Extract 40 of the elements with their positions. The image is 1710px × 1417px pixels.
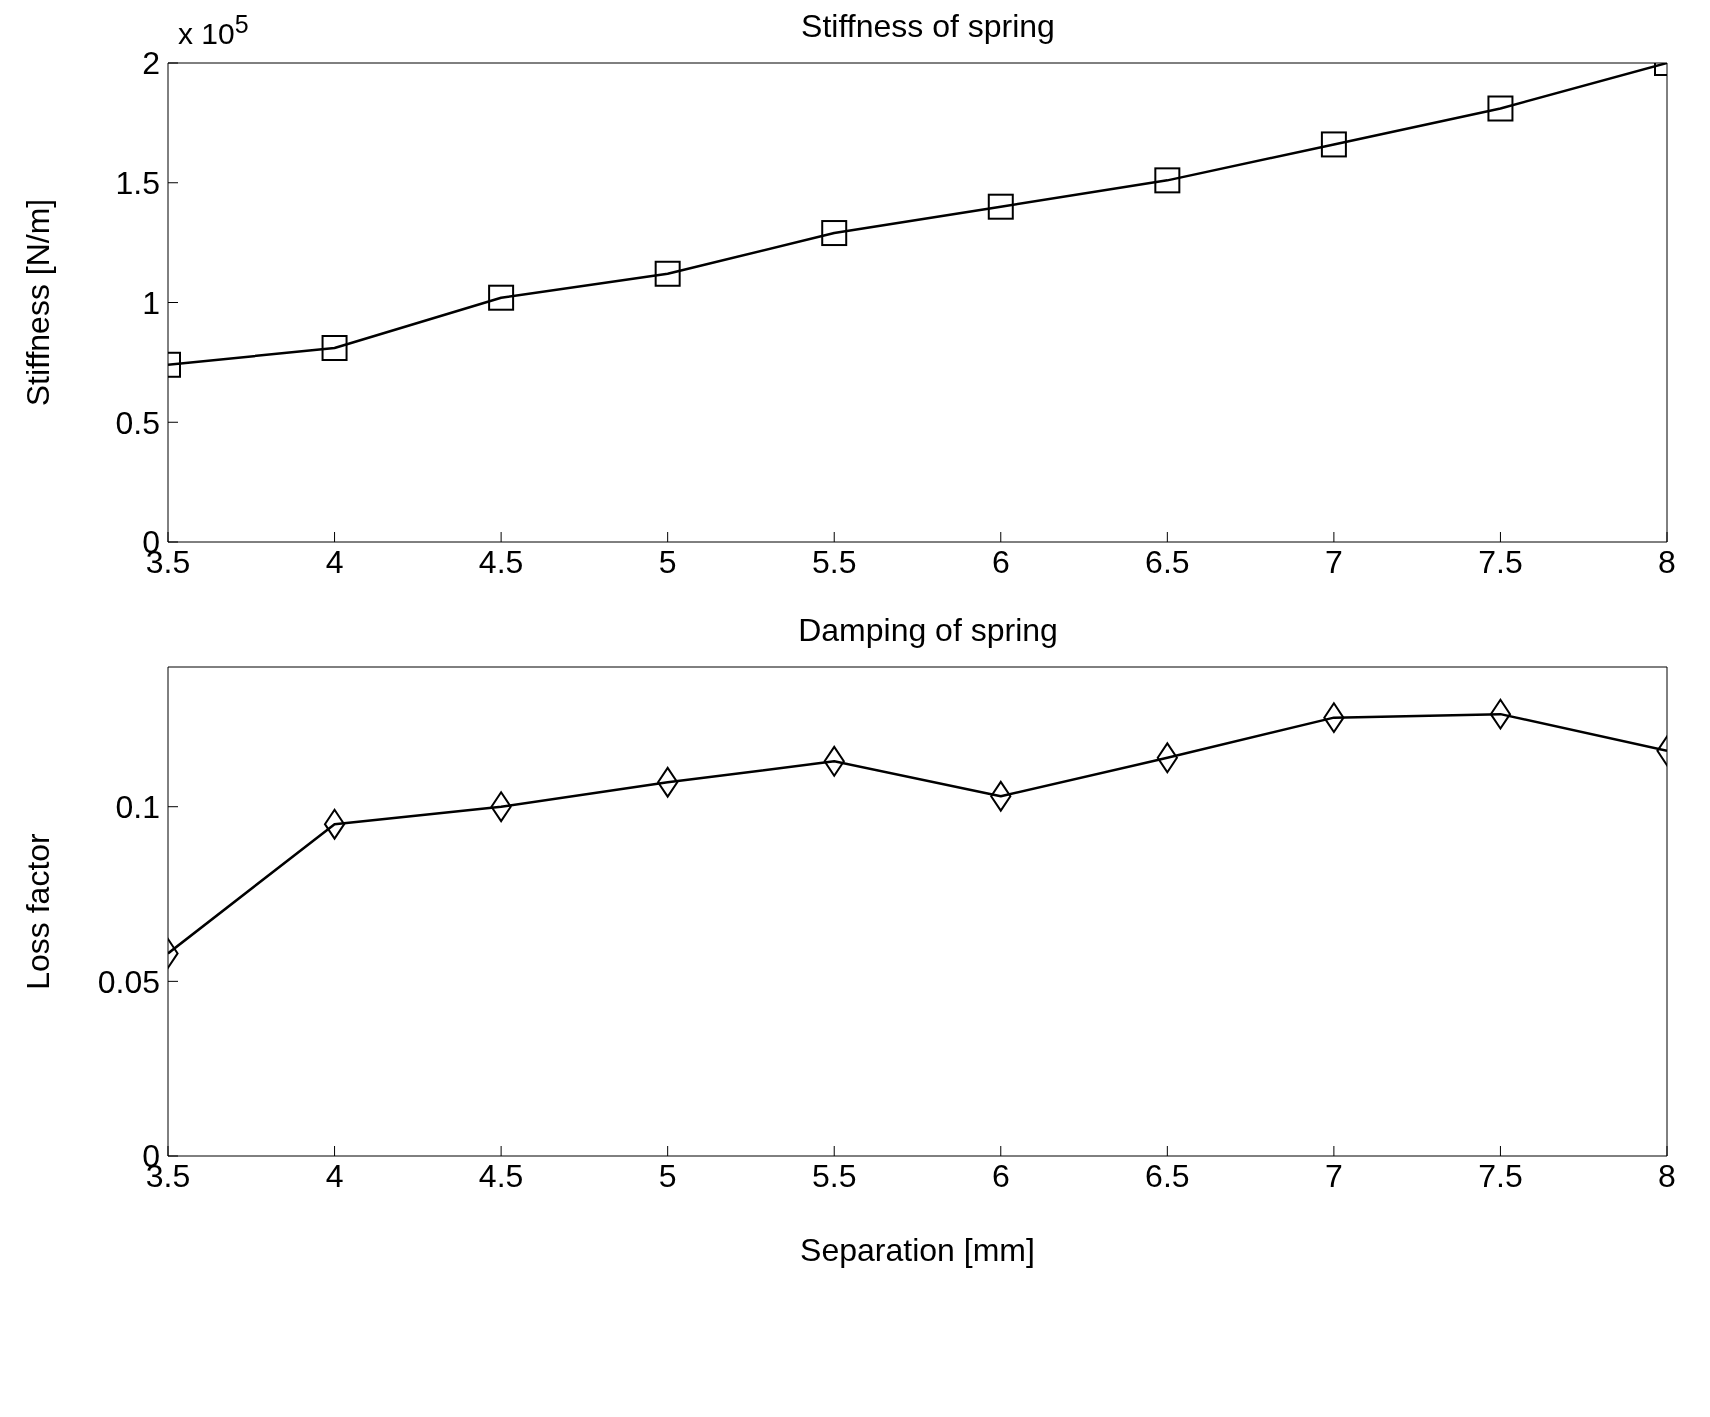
y-axis-title: Loss factor [20, 832, 57, 990]
x-tick-label: 8 [1658, 543, 1676, 580]
x-tick-label: 7.5 [1478, 1157, 1523, 1194]
x-tick-label: 7.5 [1478, 543, 1523, 580]
y-tick-label: 0.05 [97, 963, 160, 1000]
y-axis-title: Stiffness [N/m] [20, 198, 57, 407]
x-tick-label: 4 [325, 543, 344, 580]
point [321, 335, 348, 362]
point [1320, 131, 1347, 158]
y-tick-label: 0.1 [115, 789, 160, 826]
y-tick-label: 2 [142, 45, 160, 82]
x-tick-label: 7 [1324, 543, 1343, 580]
chart-title: Damping of spring [797, 612, 1059, 650]
point [1154, 167, 1181, 194]
x-tick-label: 8 [1658, 1157, 1676, 1194]
point [821, 220, 848, 247]
point [323, 808, 346, 840]
chart-title: Stiffness of spring [801, 8, 1055, 44]
x-axis-title: Separation [mm] [800, 1232, 1035, 1268]
x-tick-label: 4 [325, 1157, 344, 1194]
x-tick-label: 4.5 [478, 543, 524, 580]
x-tick-label: 5.5 [811, 1157, 857, 1194]
y-tick-label: 0.5 [115, 404, 160, 441]
x-tick-label: 5.5 [811, 543, 857, 580]
y-tick-label: 1 [142, 284, 160, 321]
x-tick-label: 6 [991, 543, 1010, 580]
x-tick-label: 6 [991, 1157, 1010, 1194]
x-tick-label: 5 [658, 1157, 677, 1194]
point [1487, 95, 1514, 122]
x-tick-label: 4.5 [478, 1157, 524, 1194]
text: x 10$^{5}$ [178, 10, 249, 51]
x-tick-label: 5 [658, 543, 677, 580]
x-tick-label: 7 [1324, 1157, 1343, 1194]
point [654, 260, 681, 287]
point [488, 284, 515, 311]
y-tick-label: 1.5 [115, 165, 160, 202]
x-tick-label: 6.5 [1145, 543, 1190, 580]
point [1489, 698, 1512, 730]
point [987, 193, 1014, 220]
x-tick-label: 6.5 [1145, 1157, 1190, 1194]
